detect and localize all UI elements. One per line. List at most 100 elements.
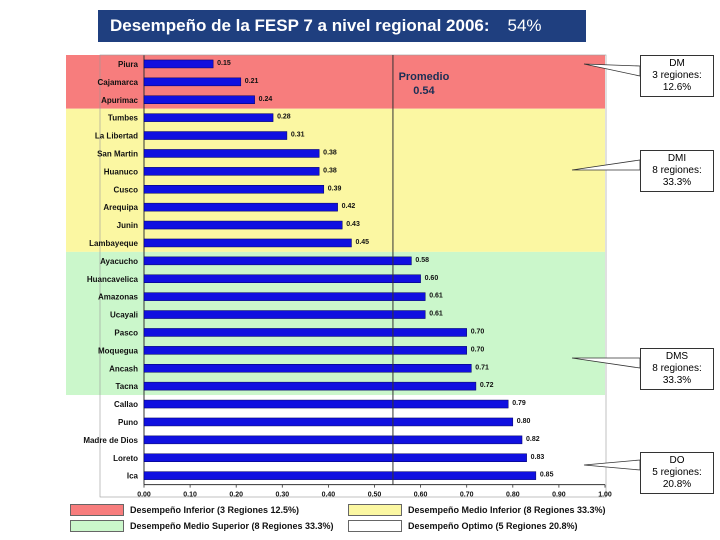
- category-label: Ica: [127, 472, 139, 481]
- value-label: 0.70: [471, 346, 485, 353]
- value-label: 0.39: [328, 185, 342, 192]
- bar-pasco: [143, 328, 467, 337]
- callout-dms: DMS 8 regiones: 33.3%: [640, 348, 714, 390]
- category-label: La Libertad: [95, 132, 138, 141]
- legend-label-inferior: Desempeño Inferior (3 Regiones 12.5%): [130, 505, 300, 515]
- value-label: 0.21: [245, 78, 259, 85]
- category-label: Lambayeque: [89, 239, 138, 248]
- bar-cajamarca: [143, 77, 242, 87]
- callout-do: DO 5 regiones: 20.8%: [640, 452, 714, 494]
- value-label: 0.38: [323, 167, 337, 174]
- category-label: Piura: [118, 60, 139, 69]
- average-value: 0.54: [413, 85, 435, 97]
- bar-moquegua: [143, 346, 467, 355]
- category-label: Cajamarca: [98, 78, 139, 87]
- category-label: Loreto: [113, 454, 138, 463]
- value-label: 0.85: [540, 472, 554, 479]
- callout-dm-pct: 12.6%: [662, 82, 692, 93]
- callout-dms-count: 8 regiones:: [652, 363, 702, 374]
- x-tick-label: 0.30: [275, 492, 289, 499]
- callout-dms-name: DMS: [665, 351, 689, 362]
- x-tick-label: 0.80: [506, 492, 520, 499]
- bar-la-libertad: [143, 131, 288, 140]
- bar-piura: [143, 59, 214, 69]
- x-tick-label: 0.20: [229, 492, 243, 499]
- legend-swatch-inferior: [70, 504, 124, 516]
- category-label: Callao: [114, 400, 138, 409]
- bar-amazonas: [143, 292, 426, 301]
- band-dmi: [66, 108, 605, 252]
- legend-label-medio-inferior: Desempeño Medio Inferior (8 Regiones 33.…: [408, 505, 606, 515]
- title-value: 54%: [507, 16, 542, 35]
- callout-do-pct: 20.8%: [662, 479, 692, 490]
- category-label: Apurimac: [101, 96, 138, 105]
- title-text: Desempeño de la FESP 7 a nivel regional …: [110, 16, 490, 35]
- category-label: Huanuco: [104, 167, 138, 176]
- bar-ancash: [143, 364, 472, 373]
- value-label: 0.83: [531, 454, 545, 461]
- category-label: Ayacucho: [100, 257, 138, 266]
- band-dms: [66, 251, 605, 396]
- category-label: Ucayali: [110, 311, 138, 320]
- value-label: 0.15: [217, 60, 231, 67]
- callout-dm-count: 3 regiones:: [652, 70, 702, 81]
- bar-ayacucho: [143, 256, 412, 266]
- value-label: 0.38: [323, 149, 337, 156]
- value-label: 0.31: [291, 132, 305, 139]
- value-label: 0.80: [517, 418, 531, 425]
- bar-tumbes: [143, 113, 274, 122]
- callout-dmi-count: 8 regiones:: [652, 165, 702, 176]
- x-tick-label: 1.00: [598, 492, 612, 499]
- category-label: Amazonas: [98, 293, 139, 302]
- x-tick-label: 0.10: [183, 492, 197, 499]
- callout-dm: DM 3 regiones: 12.6%: [640, 55, 714, 97]
- category-label: San Martin: [97, 149, 138, 158]
- bar-puno: [143, 417, 514, 427]
- legend-swatch-medio-superior: [70, 520, 124, 532]
- average-label: Promedio: [399, 71, 450, 83]
- value-label: 0.79: [512, 400, 526, 407]
- x-tick-label: 0.60: [414, 492, 428, 499]
- value-label: 0.45: [355, 239, 369, 246]
- callout-do-name: DO: [669, 455, 685, 466]
- bar-cusco: [143, 185, 325, 194]
- bar-arequipa: [143, 202, 338, 212]
- value-label: 0.24: [259, 96, 273, 103]
- legend-swatch-medio-inferior: [348, 504, 402, 516]
- callout-dms-pct: 33.3%: [662, 375, 692, 386]
- chart-title: Desempeño de la FESP 7 a nivel regional …: [98, 10, 586, 42]
- category-label: Cusco: [114, 185, 139, 194]
- value-label: 0.60: [425, 275, 439, 282]
- category-label: Pasco: [114, 328, 138, 337]
- value-label: 0.70: [471, 328, 485, 335]
- value-label: 0.42: [342, 203, 356, 210]
- category-label: Puno: [118, 418, 138, 427]
- callout-dmi-name: DMI: [667, 153, 687, 164]
- bar-lambayeque: [143, 238, 352, 248]
- bar-callao: [143, 399, 509, 409]
- bar-huanuco: [143, 167, 320, 176]
- bar-san-martin: [143, 149, 320, 158]
- legend-label-medio-superior: Desempeño Medio Superior (8 Regiones 33.…: [130, 521, 334, 531]
- value-label: 0.28: [277, 114, 291, 121]
- bar-ica: [143, 471, 537, 480]
- category-label: Junin: [117, 221, 138, 230]
- x-tick-label: 0.40: [322, 492, 336, 499]
- category-label: Tumbes: [108, 114, 139, 123]
- chart-frame: [99, 54, 607, 498]
- callout-dm-name: DM: [669, 58, 685, 69]
- callout-dmi: DMI 8 regiones: 33.3%: [640, 150, 714, 192]
- value-label: 0.43: [346, 221, 360, 228]
- legend-swatch-optimo: [348, 520, 402, 532]
- category-label: Ancash: [109, 364, 138, 373]
- x-tick-label: 0.00: [137, 492, 151, 499]
- value-label: 0.72: [480, 382, 494, 389]
- bar-junin: [143, 220, 343, 230]
- value-label: 0.82: [526, 436, 540, 443]
- bar-tacna: [143, 381, 477, 391]
- callout-dmi-pct: 33.3%: [662, 177, 692, 188]
- legend-label-optimo: Desempeño Optimo (5 Regiones 20.8%): [408, 521, 578, 531]
- value-label: 0.58: [415, 257, 429, 264]
- x-tick-label: 0.90: [552, 492, 566, 499]
